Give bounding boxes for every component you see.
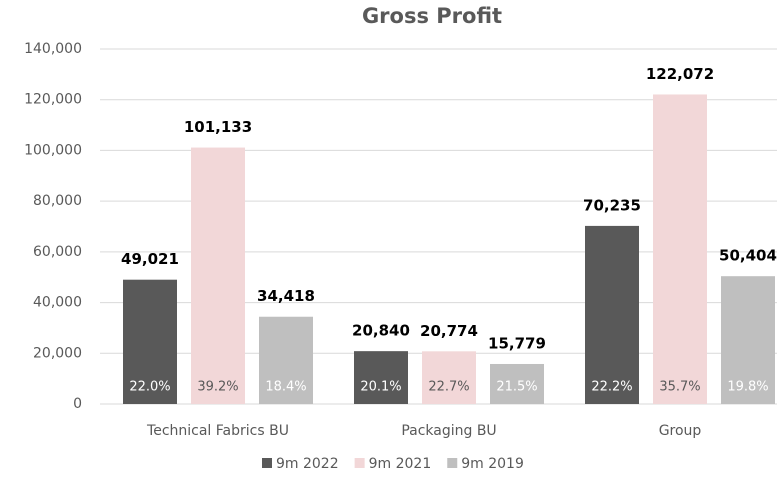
legend-label: 9m 2019 [461,456,524,472]
y-tick-label: 80,000 [33,193,82,209]
chart-title: Gross Profit [362,4,502,28]
bar [490,363,544,404]
y-tick-label: 140,000 [24,41,82,57]
margin-label: 19.8% [727,380,768,395]
margin-label: 21.5% [496,380,537,395]
value-label: 122,072 [646,65,714,83]
value-label: 70,235 [583,196,641,214]
value-label: 50,404 [719,247,777,265]
legend-swatch [262,458,272,468]
bar [585,225,639,404]
bar [422,351,476,404]
margin-label: 18.4% [265,380,306,395]
bar [259,316,313,404]
margin-label: 22.0% [129,380,170,395]
bar [653,94,707,404]
bar [354,351,408,404]
bar [191,147,245,404]
legend-swatch [447,458,458,468]
margin-label: 20.1% [360,380,401,395]
y-tick-label: 120,000 [24,92,82,108]
bar [123,279,177,404]
y-tick-label: 40,000 [33,295,82,311]
x-tick-label: Technical Fabrics BU [146,423,289,439]
bar [721,276,775,404]
value-label: 15,779 [488,334,546,352]
margin-label: 35.7% [659,380,700,395]
x-tick-label: Packaging BU [401,423,496,439]
legend-swatch [354,458,365,468]
margin-label: 22.2% [591,380,632,395]
margin-label: 39.2% [197,380,238,395]
y-tick-label: 20,000 [33,345,82,361]
y-tick-label: 100,000 [24,142,82,158]
x-tick-label: Group [659,423,702,439]
legend-label: 9m 2022 [276,456,339,472]
value-label: 20,774 [420,322,478,340]
y-tick-label: 60,000 [33,244,82,260]
y-tick-label: 0 [73,396,82,412]
value-label: 101,133 [184,118,252,136]
value-label: 49,021 [121,250,179,268]
value-label: 20,840 [352,322,410,340]
legend-label: 9m 2021 [369,456,432,472]
value-label: 34,418 [257,287,315,305]
margin-label: 22.7% [428,380,469,395]
